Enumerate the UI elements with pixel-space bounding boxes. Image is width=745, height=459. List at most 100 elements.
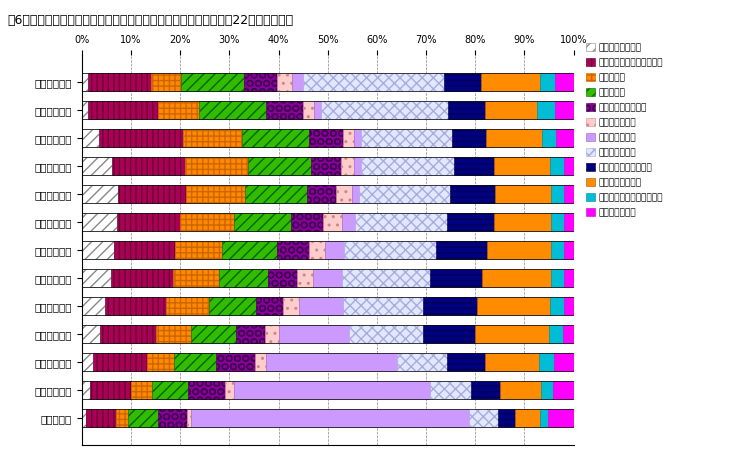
Bar: [498, 409, 515, 427]
Bar: [82, 213, 574, 231]
Bar: [279, 325, 349, 343]
Bar: [82, 157, 112, 175]
Bar: [437, 241, 487, 259]
Bar: [117, 213, 180, 231]
Bar: [216, 353, 255, 371]
Bar: [540, 73, 555, 91]
Bar: [82, 297, 574, 315]
Bar: [555, 73, 574, 91]
Bar: [105, 297, 165, 315]
Bar: [555, 101, 574, 119]
Bar: [82, 73, 88, 91]
Bar: [88, 73, 151, 91]
Bar: [343, 269, 431, 287]
Bar: [307, 185, 336, 203]
Bar: [88, 101, 159, 119]
Bar: [361, 157, 454, 175]
Bar: [563, 325, 574, 343]
Bar: [486, 129, 542, 147]
Bar: [266, 353, 397, 371]
Bar: [234, 213, 291, 231]
Bar: [447, 353, 485, 371]
Bar: [82, 381, 574, 399]
Bar: [551, 297, 564, 315]
Bar: [82, 241, 114, 259]
Bar: [343, 297, 423, 315]
Bar: [475, 325, 549, 343]
Bar: [485, 353, 539, 371]
Bar: [188, 381, 225, 399]
Bar: [291, 213, 323, 231]
Bar: [549, 325, 563, 343]
Bar: [256, 297, 282, 315]
Bar: [148, 353, 174, 371]
Bar: [352, 185, 359, 203]
Bar: [151, 73, 180, 91]
Bar: [551, 241, 564, 259]
Bar: [225, 381, 234, 399]
Bar: [485, 101, 536, 119]
Bar: [361, 129, 451, 147]
Bar: [248, 157, 311, 175]
Bar: [118, 185, 186, 203]
Bar: [343, 241, 437, 259]
Bar: [551, 269, 564, 287]
Bar: [180, 73, 244, 91]
Bar: [554, 353, 574, 371]
Bar: [165, 297, 209, 315]
Bar: [450, 185, 495, 203]
Bar: [564, 213, 574, 231]
Bar: [325, 241, 343, 259]
Text: 囶6　５歳階級別における職業大分類別の就業者割合　男　（平成22年　宮崎県）: 囶6 ５歳階級別における職業大分類別の就業者割合 男 （平成22年 宮崎県）: [7, 14, 294, 27]
Bar: [82, 325, 574, 343]
Bar: [244, 73, 277, 91]
Bar: [151, 381, 188, 399]
Bar: [430, 381, 471, 399]
Bar: [209, 297, 256, 315]
Bar: [422, 325, 475, 343]
Bar: [82, 297, 105, 315]
Bar: [234, 381, 431, 399]
Bar: [447, 213, 495, 231]
Bar: [82, 101, 574, 119]
Bar: [99, 129, 183, 147]
Bar: [303, 101, 314, 119]
Bar: [267, 269, 297, 287]
Bar: [223, 241, 276, 259]
Bar: [342, 213, 355, 231]
Bar: [548, 409, 574, 427]
Bar: [423, 297, 477, 315]
Legend: 管理的職業従事者, 専門的・技術的職業従事者, 事務従事者, 販売従事者, サービス職業従事者, 保安職業従事者, 農林漁業従事者, 生産工程従事者, 輸送・機: 管理的職業従事者, 専門的・技術的職業従事者, 事務従事者, 販売従事者, サー…: [583, 40, 665, 220]
Bar: [292, 73, 303, 91]
Bar: [185, 157, 248, 175]
Bar: [477, 297, 551, 315]
Bar: [311, 157, 341, 175]
Bar: [82, 409, 86, 427]
Bar: [494, 157, 551, 175]
Bar: [114, 241, 174, 259]
Bar: [186, 185, 245, 203]
Bar: [551, 185, 564, 203]
Bar: [322, 101, 448, 119]
Bar: [444, 73, 481, 91]
Bar: [276, 241, 308, 259]
Bar: [564, 185, 574, 203]
Bar: [500, 381, 541, 399]
Bar: [82, 185, 574, 203]
Bar: [564, 269, 574, 287]
Bar: [564, 297, 574, 315]
Bar: [359, 185, 450, 203]
Bar: [297, 269, 313, 287]
Bar: [551, 157, 564, 175]
Bar: [349, 325, 422, 343]
Bar: [471, 381, 500, 399]
Bar: [397, 353, 447, 371]
Bar: [299, 297, 343, 315]
Bar: [313, 269, 343, 287]
Bar: [131, 381, 152, 399]
Bar: [187, 409, 191, 427]
Bar: [277, 73, 292, 91]
Bar: [487, 241, 551, 259]
Bar: [93, 353, 148, 371]
Bar: [82, 185, 118, 203]
